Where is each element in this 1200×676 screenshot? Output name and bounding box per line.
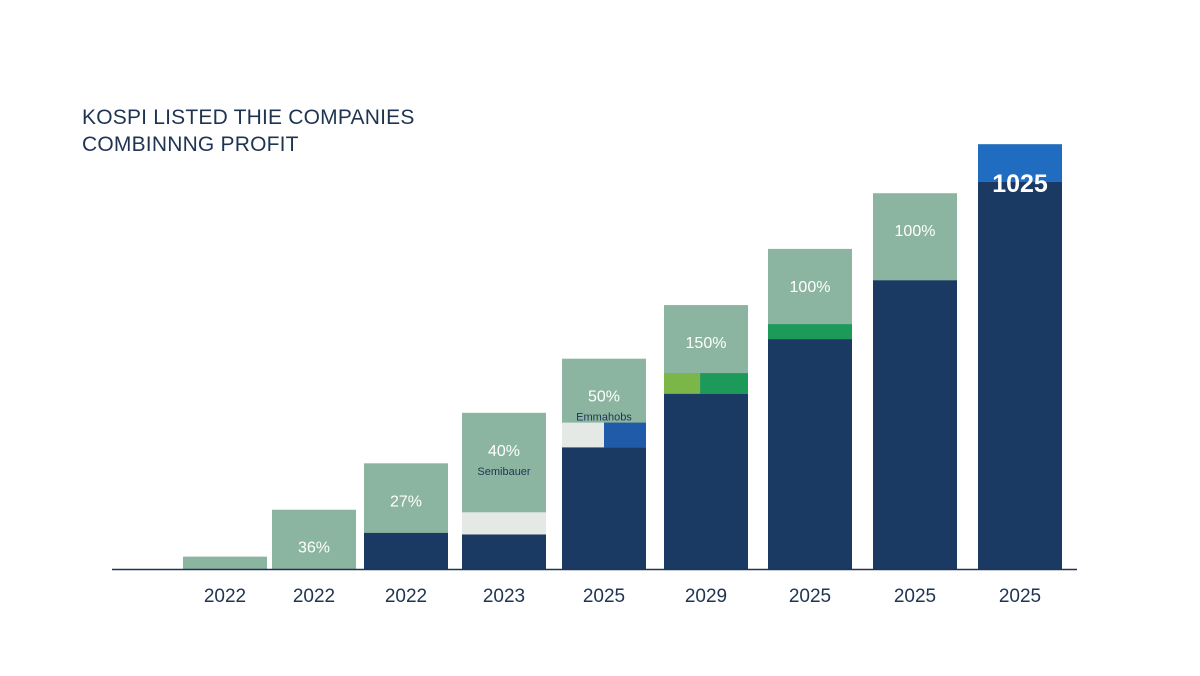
bar-base-2 (364, 532, 448, 569)
bar-top-0 (183, 556, 267, 569)
bar-base-7 (873, 280, 957, 569)
sub-label-3: Semibauer (477, 466, 531, 478)
bar-top-1 (272, 509, 356, 569)
x-tick-label-3: 2023 (483, 586, 525, 607)
bar-base-6 (768, 339, 852, 569)
x-tick-label-8: 2025 (999, 586, 1041, 607)
bar-segment-8-0 (978, 144, 1062, 182)
bar-base-8 (978, 181, 1062, 569)
x-tick-label-1: 2022 (293, 586, 335, 607)
data-label-1: 36% (298, 540, 330, 557)
bar-segment-4-1 (604, 422, 646, 448)
chart-title-line-2: COMBINNNG PROFIT (82, 133, 299, 156)
bar-segment-3-0 (462, 512, 546, 535)
sub-label-4: Emmahobs (576, 412, 632, 424)
bar-segment-4-0 (562, 422, 604, 448)
chart-title-line-1: KOSPI LISTED THIE COMPANIES (82, 106, 415, 129)
bar-base-4 (562, 447, 646, 569)
data-label-2: 27% (390, 493, 422, 510)
x-tick-label-7: 2025 (894, 586, 936, 607)
chart-title: KOSPI LISTED THIE COMPANIES COMBINNNG PR… (82, 104, 415, 158)
bar-base-3 (462, 534, 546, 569)
x-tick-label-6: 2025 (789, 586, 831, 607)
data-label-6: 100% (790, 279, 831, 296)
bar-segment-5-0 (664, 373, 701, 394)
bar-segment-6-0 (768, 324, 852, 340)
data-label-7: 100% (895, 223, 936, 240)
bar-segment-5-1 (700, 373, 748, 394)
data-label-3: 40% (488, 443, 520, 460)
x-tick-label-2: 2022 (385, 586, 427, 607)
x-tick-label-4: 2025 (583, 586, 625, 607)
data-label-5: 150% (686, 335, 727, 352)
x-tick-label-5: 2029 (685, 586, 727, 607)
x-tick-label-0: 2022 (204, 586, 246, 607)
data-label-4: 50% (588, 389, 620, 406)
bar-base-5 (664, 393, 748, 569)
data-label-8: 1025 (992, 170, 1048, 198)
